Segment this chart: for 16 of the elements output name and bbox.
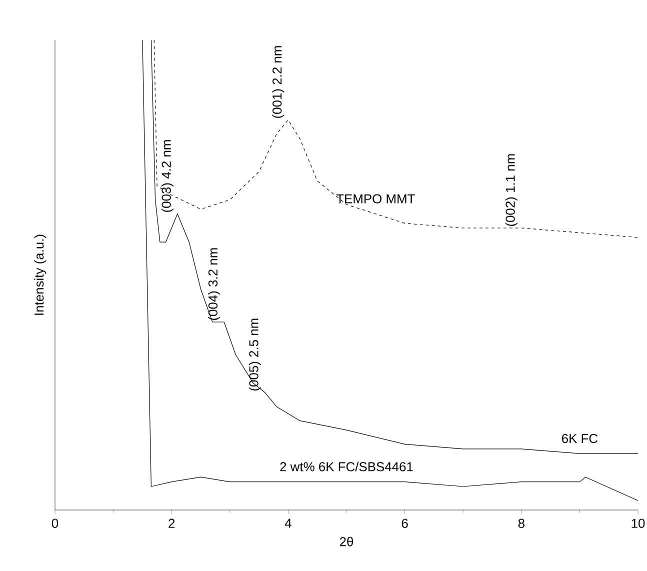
x-tick-label: 8 xyxy=(518,518,524,528)
series-label: TEMPO MMT xyxy=(336,194,415,204)
annotation: (004) 3.2 nm xyxy=(208,248,220,320)
x-axis-title: 2θ xyxy=(340,536,354,546)
annotation: (005) 2.5 nm xyxy=(248,318,261,391)
annotation: (003) 4.2 nm xyxy=(161,140,174,212)
series-label: 2 wt% 6K FC/SBS4461 xyxy=(280,462,413,472)
annotation: (001) 2.2 nm xyxy=(272,46,284,118)
x-tick-label: 0 xyxy=(52,518,58,528)
x-tick-label: 10 xyxy=(632,518,645,528)
y-axis-title: Intensity (a.u.) xyxy=(34,234,46,315)
series-label: 6K FC xyxy=(562,434,598,444)
annotation: (002) 1.1 nm xyxy=(505,154,518,226)
x-tick-label: 6 xyxy=(402,518,408,528)
x-tick-label: 4 xyxy=(284,518,292,528)
x-tick-label: 2 xyxy=(168,518,175,528)
